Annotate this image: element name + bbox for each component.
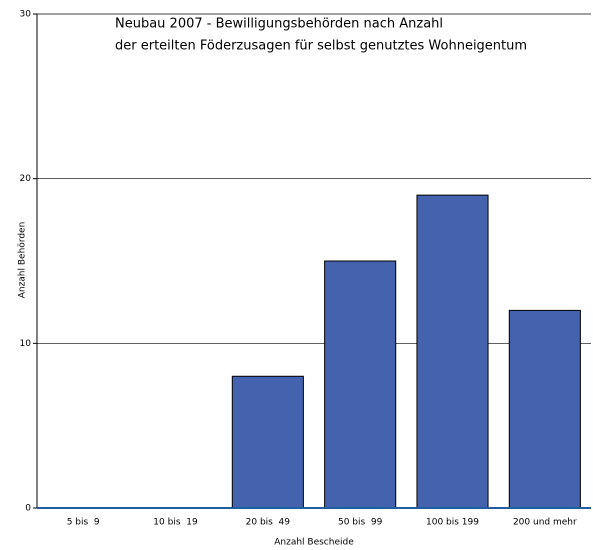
y-tick-label: 30 [20, 10, 32, 20]
x-tick-label: 5 bis 9 [67, 518, 100, 528]
x-tick-label: 100 bis 199 [426, 518, 479, 528]
x-axis-label: Anzahl Bescheide [274, 538, 354, 548]
chart-title: Neubau 2007 - Bewilligungsbehörden nach … [115, 17, 443, 32]
chart-title: der erteilten Föderzusagen für selbst ge… [115, 39, 527, 54]
x-tick-label: 50 bis 99 [338, 518, 383, 528]
bar [231, 375, 304, 509]
y-tick-label: 20 [20, 174, 32, 184]
bar [508, 309, 581, 509]
x-tick-label: 200 und mehr [513, 518, 577, 528]
y-tick-label: 0 [25, 504, 31, 514]
x-tick-label: 10 bis 19 [153, 518, 198, 528]
y-axis-label: Anzahl Behörden [18, 222, 28, 299]
bar [416, 194, 489, 509]
x-tick-label: 20 bis 49 [246, 518, 291, 528]
bar [324, 260, 397, 509]
y-tick-label: 10 [20, 339, 32, 349]
